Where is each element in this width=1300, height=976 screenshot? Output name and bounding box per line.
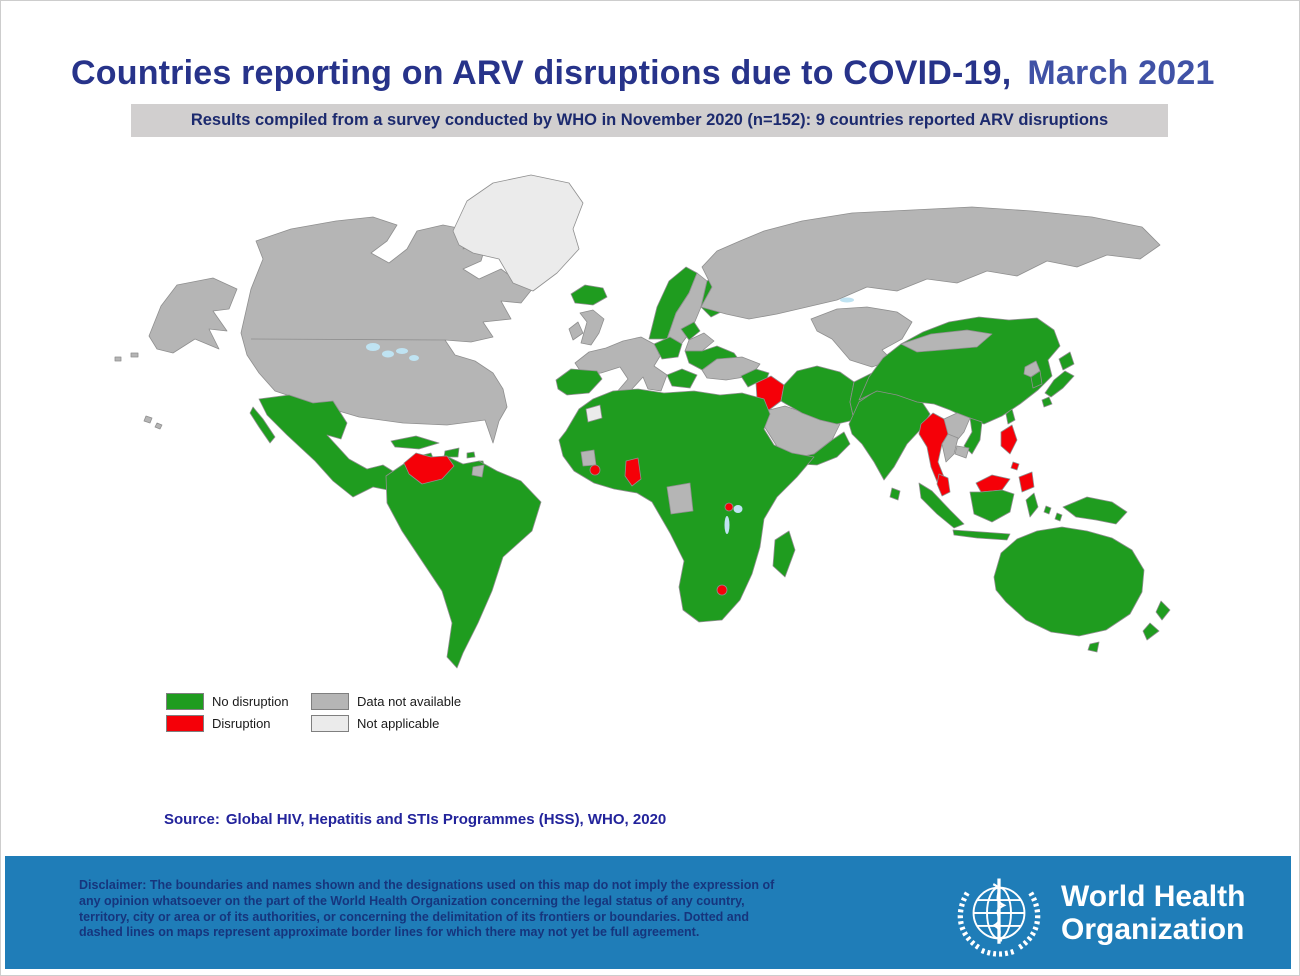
survey-results-banner: Results compiled from a survey conducted…: [131, 104, 1168, 137]
region-united-kingdom: [579, 309, 605, 346]
region-new-guinea: [1062, 496, 1128, 525]
region-south-korea: [1030, 370, 1043, 389]
border-us-canada: [250, 338, 446, 341]
survey-results-text: Results compiled from a survey conducted…: [190, 111, 1109, 129]
region-tasmania: [1087, 641, 1100, 653]
region-hispaniola: [443, 447, 460, 458]
region-baltics: [680, 321, 701, 341]
region-cambodia: [954, 445, 970, 459]
region-romania-balkans: [666, 368, 698, 389]
region-canada-usa: [240, 216, 534, 444]
region-mongolia: [900, 329, 993, 353]
legend-item-disruption: Disruption: [166, 712, 311, 734]
footer-band: Disclaimer: The boundaries and names sho…: [5, 856, 1291, 969]
region-malaysia-borneo: [975, 474, 1011, 493]
source-text: Global HIV, Hepatitis and STIs Programme…: [225, 811, 667, 828]
caspian-sea: [793, 333, 809, 365]
disclaimer-text: Disclaimer: The boundaries and names sho…: [79, 878, 775, 940]
lake-ontario-erie: [409, 355, 419, 361]
region-aleutians: [114, 352, 139, 362]
region-saudi-arabia: [756, 400, 841, 459]
legend-item-not-applicable: Not applicable: [311, 712, 461, 734]
region-java: [952, 529, 1011, 541]
who-emblem-icon: [957, 878, 1041, 957]
legend-label-no-disruption: No disruption: [212, 693, 289, 709]
region-sri-lanka: [889, 487, 901, 501]
who-logo: World Health Organization: [951, 865, 1245, 961]
region-baja-california: [249, 406, 276, 444]
legend-label-disruption: Disruption: [212, 715, 271, 731]
region-burundi: [724, 502, 734, 512]
region-indonesia-borneo: [969, 489, 1015, 523]
region-vietnam: [963, 417, 983, 455]
region-central-asia: [810, 306, 913, 368]
region-greenland: [452, 174, 584, 292]
region-iberia: [555, 368, 603, 396]
who-logo-line1: World Health: [1061, 880, 1246, 913]
lake-balkhash: [840, 297, 854, 303]
region-south-america: [385, 455, 542, 669]
region-ireland: [568, 321, 584, 341]
lake-victoria: [733, 505, 743, 513]
page-title: Countries reporting on ARV disruptions d…: [71, 54, 1215, 93]
region-suriname: [471, 464, 485, 478]
legend-label-not-applicable: Not applicable: [357, 715, 440, 731]
region-hawaii: [143, 415, 163, 430]
region-malaysia-peninsular: [936, 473, 951, 497]
region-japan: [1041, 351, 1075, 408]
legend-item-no-disruption: No disruption: [166, 690, 311, 712]
map-legend: No disruption Disruption Data not availa…: [166, 690, 461, 734]
legend-swatch-disruption: [166, 714, 204, 732]
region-lesotho: [716, 584, 728, 596]
lake-tanganyika: [724, 516, 730, 534]
region-india: [848, 389, 931, 481]
world-choropleth-map: [114, 174, 1171, 669]
region-sumatra: [918, 482, 965, 529]
region-myanmar: [918, 412, 951, 485]
lake-huron: [396, 348, 408, 354]
region-sulawesi: [1025, 492, 1063, 522]
legend-swatch-no-disruption: [166, 692, 204, 710]
legend-label-data-not-available: Data not available: [357, 693, 462, 709]
region-australia: [993, 526, 1145, 637]
region-guinea-bissau: [580, 449, 597, 467]
region-iceland: [570, 284, 608, 306]
lake-michigan: [382, 350, 394, 358]
region-mexico-central-america: [258, 394, 408, 498]
source-label: Source:: [164, 811, 220, 828]
region-taiwan: [1005, 408, 1016, 425]
region-new-zealand: [1142, 600, 1171, 641]
title-date: March 2021: [1027, 53, 1215, 92]
lake-superior: [366, 343, 380, 351]
region-congo-gabon: [666, 482, 694, 515]
region-sierra-leone: [589, 464, 601, 476]
region-russia: [700, 206, 1161, 320]
source-line: Source: Global HIV, Hepatitis and STIs Pr…: [164, 811, 666, 828]
region-madagascar: [772, 530, 796, 578]
region-venezuela: [403, 452, 455, 485]
region-alaska: [148, 277, 238, 354]
legend-item-data-not-available: Data not available: [311, 690, 461, 712]
region-belarus: [684, 332, 715, 352]
region-philippines: [1000, 424, 1035, 493]
region-western-sahara: [585, 404, 603, 423]
title-main: Countries reporting on ARV disruptions d…: [71, 53, 1012, 92]
region-cuba: [390, 435, 440, 450]
region-thailand: [941, 433, 959, 463]
region-western-europe: [574, 336, 668, 405]
legend-swatch-not-applicable: [311, 714, 349, 732]
who-logo-line2: Organization: [1061, 913, 1245, 946]
region-ghana: [624, 457, 642, 487]
legend-swatch-data-not-available: [311, 692, 349, 710]
who-logo-text: World Health Organization: [1061, 880, 1245, 946]
region-poland: [653, 336, 683, 360]
